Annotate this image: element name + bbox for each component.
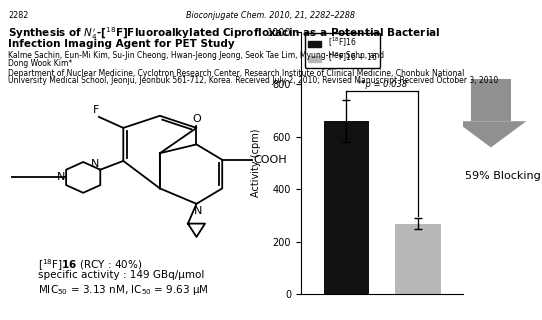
Text: 59% Blocking: 59% Blocking — [465, 171, 540, 181]
Text: University Medical School, Jeonju, Jeonbuk 561-712, Korea. Received July 2, 2010: University Medical School, Jeonju, Jeonb… — [8, 76, 499, 85]
Bar — [324, 121, 369, 294]
Text: MIC$_{50}$ = 3.13 nM, IC$_{50}$ = 9.63 μM: MIC$_{50}$ = 3.13 nM, IC$_{50}$ = 9.63 μ… — [38, 283, 209, 297]
Text: COOH: COOH — [254, 155, 287, 165]
Text: Kalme Sachin, Eun-Mi Kim, Su-Jin Cheong, Hwan-Jeong Jeong, Seok Tae Lim, Myung-H: Kalme Sachin, Eun-Mi Kim, Su-Jin Cheong,… — [8, 51, 384, 60]
Text: [$^{18}$F]$\mathbf{16}$ (RCY : 40%): [$^{18}$F]$\mathbf{16}$ (RCY : 40%) — [38, 258, 143, 273]
Text: O: O — [192, 114, 201, 124]
Polygon shape — [471, 79, 511, 121]
Text: Synthesis of $N_4'$-[$^{18}$F]Fluoroalkylated Ciprofloxacin as a Potential Bacte: Synthesis of $N_4'$-[$^{18}$F]Fluoroalky… — [8, 26, 441, 42]
Y-axis label: Activity (cpm): Activity (cpm) — [251, 129, 261, 197]
Text: Dong Wook Kim*: Dong Wook Kim* — [8, 59, 73, 68]
Text: Bioconjugate Chem. 2010, 21, 2282–2288: Bioconjugate Chem. 2010, 21, 2282–2288 — [186, 11, 356, 20]
Text: **p = 0.038: **p = 0.038 — [357, 80, 407, 89]
Text: Department of Nuclear Medicine, Cyclotron Research Center, Research Institute of: Department of Nuclear Medicine, Cyclotro… — [8, 69, 464, 78]
Text: N: N — [56, 172, 65, 182]
Text: specific activity : 149 GBq/μmol: specific activity : 149 GBq/μmol — [38, 270, 204, 280]
Text: 2282: 2282 — [8, 11, 29, 20]
Text: Infection Imaging Agent for PET Study: Infection Imaging Agent for PET Study — [8, 39, 235, 49]
Legend: [$^{18}$F]16, [$^{18}$F]16 + 16: [$^{18}$F]16, [$^{18}$F]16 + 16 — [305, 33, 380, 68]
Text: N: N — [193, 206, 202, 216]
Polygon shape — [455, 121, 526, 148]
Text: N: N — [91, 159, 99, 169]
Bar — [395, 224, 441, 294]
Text: F: F — [93, 105, 99, 115]
